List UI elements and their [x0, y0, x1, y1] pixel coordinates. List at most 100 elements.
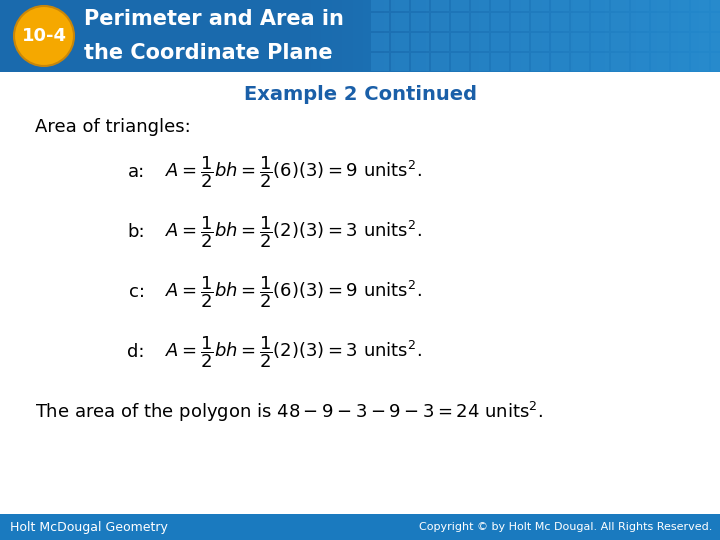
Bar [374, 0, 384, 72]
Bar [371, 13, 389, 31]
Bar [371, 53, 389, 71]
Bar [451, 13, 469, 31]
Bar [491, 53, 509, 71]
Bar [471, 13, 489, 31]
Bar [411, 13, 429, 31]
Bar [667, 0, 678, 72]
Bar [636, 0, 647, 72]
Bar [479, 0, 489, 72]
Bar [510, 0, 521, 72]
Bar [451, 0, 469, 11]
Bar [531, 0, 541, 72]
Text: Perimeter and Area in: Perimeter and Area in [84, 9, 344, 30]
Bar [615, 0, 626, 72]
Bar [711, 13, 720, 31]
Bar [583, 0, 594, 72]
Text: $A = \dfrac{1}{2}bh = \dfrac{1}{2}(6)(3)=9\ \mathrm{units}^2.$: $A = \dfrac{1}{2}bh = \dfrac{1}{2}(6)(3)… [165, 274, 422, 310]
Bar [391, 53, 409, 71]
Bar [631, 33, 649, 51]
Text: Holt McDougal Geometry: Holt McDougal Geometry [10, 521, 168, 534]
Bar [671, 33, 689, 51]
Bar [551, 53, 569, 71]
Bar [310, 0, 321, 72]
Bar [405, 0, 415, 72]
Bar [651, 13, 669, 31]
Bar [395, 0, 405, 72]
Bar [0, 514, 720, 540]
Bar [451, 53, 469, 71]
Bar [709, 0, 720, 72]
Bar [551, 33, 569, 51]
Bar [688, 0, 699, 72]
Bar [371, 33, 389, 51]
Bar [591, 53, 609, 71]
Bar [562, 0, 573, 72]
Bar [671, 13, 689, 31]
Text: $A = \dfrac{1}{2}bh = \dfrac{1}{2}(2)(3)=3\ \mathrm{units}^2.$: $A = \dfrac{1}{2}bh = \dfrac{1}{2}(2)(3)… [165, 334, 422, 370]
Bar [647, 0, 657, 72]
Bar [489, 0, 500, 72]
Bar [651, 53, 669, 71]
Bar [471, 53, 489, 71]
Bar [611, 53, 629, 71]
Text: Copyright © by Holt Mc Dougal. All Rights Reserved.: Copyright © by Holt Mc Dougal. All Right… [418, 522, 712, 532]
Bar [451, 33, 469, 51]
Bar [426, 0, 436, 72]
Text: d:: d: [127, 343, 145, 361]
Bar [531, 0, 549, 11]
Bar [611, 13, 629, 31]
Bar [531, 13, 549, 31]
Bar [431, 33, 449, 51]
Bar [353, 0, 363, 72]
Bar [411, 53, 429, 71]
Bar [491, 13, 509, 31]
Bar [447, 0, 457, 72]
Bar [691, 0, 709, 11]
Text: 10-4: 10-4 [22, 27, 66, 45]
Bar [571, 33, 589, 51]
Bar [626, 0, 636, 72]
Bar [521, 0, 531, 72]
Text: $A = \dfrac{1}{2}bh = \dfrac{1}{2}(6)(3)=9\ \mathrm{units}^2.$: $A = \dfrac{1}{2}bh = \dfrac{1}{2}(6)(3)… [165, 154, 422, 190]
Bar [431, 53, 449, 71]
Bar [711, 0, 720, 11]
Bar [611, 0, 629, 11]
Text: b:: b: [127, 223, 145, 241]
Bar [363, 0, 374, 72]
Bar [631, 13, 649, 31]
Text: c:: c: [129, 283, 145, 301]
Bar [411, 33, 429, 51]
Bar [331, 0, 342, 72]
Bar [651, 33, 669, 51]
Bar [411, 0, 429, 11]
Bar [471, 33, 489, 51]
Bar [471, 0, 489, 11]
Bar [611, 33, 629, 51]
Bar [415, 0, 426, 72]
Bar [391, 33, 409, 51]
Bar [591, 13, 609, 31]
Text: Example 2 Continued: Example 2 Continued [243, 84, 477, 104]
Bar [468, 0, 479, 72]
Bar [511, 13, 529, 31]
Text: a:: a: [127, 163, 145, 181]
Bar [551, 0, 569, 11]
Bar [552, 0, 562, 72]
Bar [571, 53, 589, 71]
Bar [371, 0, 389, 11]
Bar [511, 53, 529, 71]
Text: The area of the polygon is $48 - 9 - 3 - 9 - 3 = 24\ \mathrm{units}^2.$: The area of the polygon is $48 - 9 - 3 -… [35, 400, 543, 424]
Bar [591, 33, 609, 51]
Bar [671, 53, 689, 71]
Bar [691, 53, 709, 71]
Bar [678, 0, 688, 72]
Bar [711, 33, 720, 51]
Bar [391, 13, 409, 31]
Bar [571, 13, 589, 31]
Bar [300, 0, 310, 72]
Text: $A = \dfrac{1}{2}bh = \dfrac{1}{2}(2)(3)=3\ \mathrm{units}^2.$: $A = \dfrac{1}{2}bh = \dfrac{1}{2}(2)(3)… [165, 214, 422, 250]
Bar [651, 0, 669, 11]
Bar [457, 0, 468, 72]
Bar [321, 0, 331, 72]
Bar [531, 53, 549, 71]
